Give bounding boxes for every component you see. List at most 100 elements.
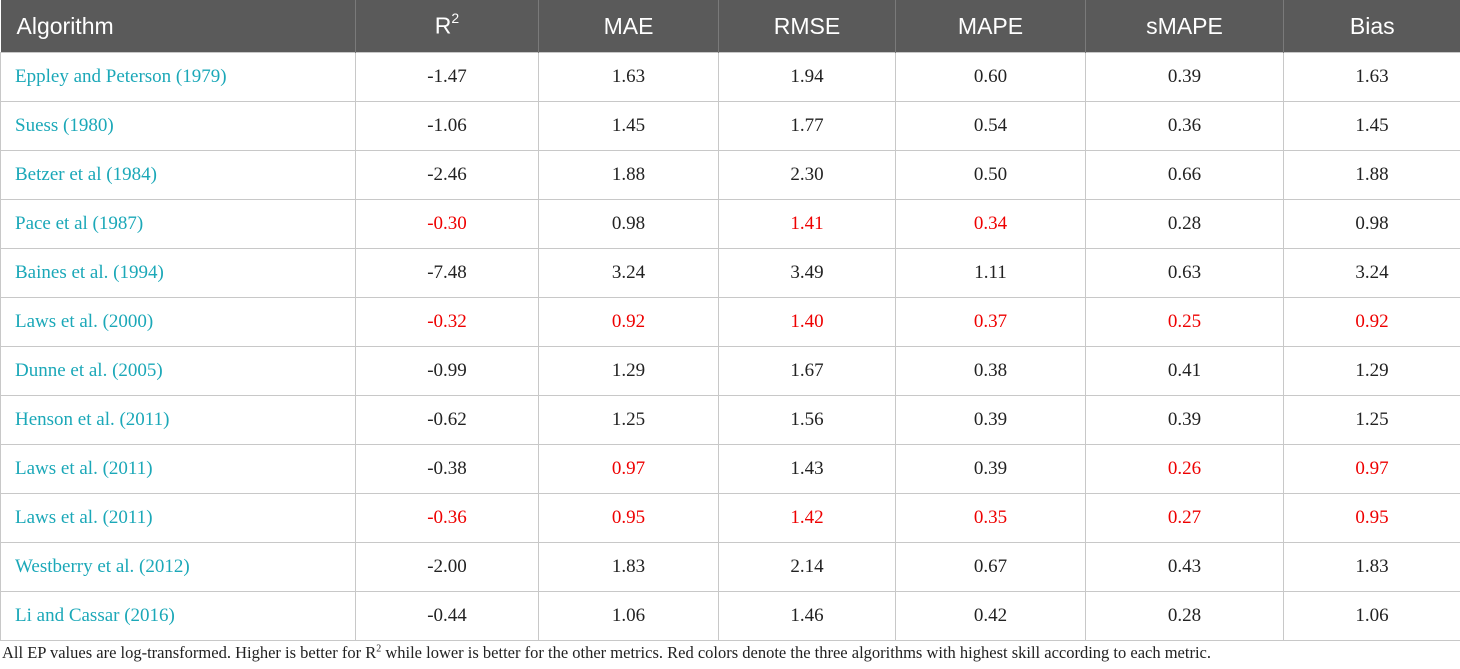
table-row: Betzer et al (1984) -2.46 1.88 2.30 0.50 0.66… — [0, 150, 1460, 200]
mape-cell: 0.39 — [895, 395, 1086, 445]
bias-cell: 1.25 — [1283, 395, 1460, 445]
algorithm-link[interactable]: Laws et al. (2011) — [0, 493, 356, 543]
mae-cell: 1.63 — [538, 52, 719, 102]
r2-cell: -1.06 — [355, 101, 539, 151]
r2-cell: -0.38 — [355, 444, 539, 494]
mape-cell: 0.35 — [895, 493, 1086, 543]
rmse-cell: 1.41 — [718, 199, 896, 249]
bias-cell: 0.97 — [1283, 444, 1460, 494]
bias-cell: 1.29 — [1283, 346, 1460, 396]
r2-cell: -1.47 — [355, 52, 539, 102]
table-caption: All EP values are log-transformed. Highe… — [2, 643, 1458, 663]
algorithm-link[interactable]: Baines et al. (1994) — [0, 248, 356, 298]
smape-cell: 0.25 — [1085, 297, 1284, 347]
mae-cell: 1.29 — [538, 346, 719, 396]
mape-cell: 0.42 — [895, 591, 1086, 641]
mae-cell: 0.95 — [538, 493, 719, 543]
bias-cell: 1.06 — [1283, 591, 1460, 641]
mae-cell: 0.98 — [538, 199, 719, 249]
algorithm-link[interactable]: Laws et al. (2000) — [0, 297, 356, 347]
algorithm-link[interactable]: Suess (1980) — [0, 101, 356, 151]
rmse-cell: 1.46 — [718, 591, 896, 641]
algorithm-link[interactable]: Li and Cassar (2016) — [0, 591, 356, 641]
table-row: Eppley and Peterson (1979) -1.47 1.63 1.94 0… — [0, 52, 1460, 102]
algorithm-link[interactable]: Laws et al. (2011) — [0, 444, 356, 494]
mape-cell: 0.60 — [895, 52, 1086, 102]
header-bias: Bias — [1283, 0, 1460, 53]
mae-cell: 1.83 — [538, 542, 719, 592]
table-row: Henson et al. (2011) -0.62 1.25 1.56 0.39 0.3… — [0, 395, 1460, 445]
caption-superscript: 2 — [376, 643, 382, 655]
mae-cell: 1.25 — [538, 395, 719, 445]
mae-cell: 0.97 — [538, 444, 719, 494]
table-body: Eppley and Peterson (1979) -1.47 1.63 1.94 0… — [0, 52, 1460, 641]
mae-cell: 1.45 — [538, 101, 719, 151]
mape-cell: 1.11 — [895, 248, 1086, 298]
bias-cell: 1.83 — [1283, 542, 1460, 592]
rmse-cell: 2.30 — [718, 150, 896, 200]
r2-cell: -0.30 — [355, 199, 539, 249]
mape-cell: 0.54 — [895, 101, 1086, 151]
table-row: Li and Cassar (2016) -0.44 1.06 1.46 0.42 0.2… — [0, 591, 1460, 641]
header-r2: R2 — [355, 0, 539, 53]
mape-cell: 0.39 — [895, 444, 1086, 494]
header-rmse: RMSE — [718, 0, 896, 53]
r2-cell: -2.00 — [355, 542, 539, 592]
bias-cell: 3.24 — [1283, 248, 1460, 298]
table-row: Suess (1980) -1.06 1.45 1.77 0.54 0.36 1.45 — [0, 101, 1460, 151]
table-row: Dunne et al. (2005) -0.99 1.29 1.67 0.38 0.41… — [0, 346, 1460, 396]
table-row: Pace et al (1987) -0.30 0.98 1.41 0.34 0.28 0.… — [0, 199, 1460, 249]
table-row: Westberry et al. (2012) -2.00 1.83 2.14 0.67… — [0, 542, 1460, 592]
smape-cell: 0.28 — [1085, 591, 1284, 641]
smape-cell: 0.41 — [1085, 346, 1284, 396]
algorithm-link[interactable]: Betzer et al (1984) — [0, 150, 356, 200]
header-smape: sMAPE — [1085, 0, 1284, 53]
header-mape: MAPE — [895, 0, 1086, 53]
header-r2-superscript: 2 — [451, 10, 460, 27]
table-row: Laws et al. (2000) -0.32 0.92 1.40 0.37 0.25 0… — [0, 297, 1460, 347]
table-row: Laws et al. (2011) -0.38 0.97 1.43 0.39 0.26 0… — [0, 444, 1460, 494]
mae-cell: 0.92 — [538, 297, 719, 347]
mape-cell: 0.67 — [895, 542, 1086, 592]
rmse-cell: 3.49 — [718, 248, 896, 298]
smape-cell: 0.26 — [1085, 444, 1284, 494]
r2-cell: -0.36 — [355, 493, 539, 543]
smape-cell: 0.28 — [1085, 199, 1284, 249]
algorithm-link[interactable]: Westberry et al. (2012) — [0, 542, 356, 592]
mape-cell: 0.50 — [895, 150, 1086, 200]
table-row: Baines et al. (1994) -7.48 3.24 3.49 1.11 0.6… — [0, 248, 1460, 298]
mape-cell: 0.38 — [895, 346, 1086, 396]
mape-cell: 0.34 — [895, 199, 1086, 249]
r2-cell: -0.62 — [355, 395, 539, 445]
r2-cell: -0.32 — [355, 297, 539, 347]
bias-cell: 0.98 — [1283, 199, 1460, 249]
bias-cell: 1.63 — [1283, 52, 1460, 102]
bias-cell: 0.92 — [1283, 297, 1460, 347]
metrics-table: Algorithm R2 MAE RMSE MAPE sMAPE Bias Ep… — [0, 0, 1460, 641]
smape-cell: 0.39 — [1085, 395, 1284, 445]
smape-cell: 0.27 — [1085, 493, 1284, 543]
smape-cell: 0.39 — [1085, 52, 1284, 102]
rmse-cell: 1.56 — [718, 395, 896, 445]
header-mae: MAE — [538, 0, 719, 53]
bias-cell: 1.45 — [1283, 101, 1460, 151]
bias-cell: 1.88 — [1283, 150, 1460, 200]
algorithm-link[interactable]: Henson et al. (2011) — [0, 395, 356, 445]
caption-text-end: while lower is better for the other metr… — [381, 643, 1211, 662]
algorithm-link[interactable]: Dunne et al. (2005) — [0, 346, 356, 396]
rmse-cell: 1.43 — [718, 444, 896, 494]
r2-cell: -0.44 — [355, 591, 539, 641]
mae-cell: 1.88 — [538, 150, 719, 200]
header-r2-base: R — [434, 12, 452, 39]
rmse-cell: 1.94 — [718, 52, 896, 102]
rmse-cell: 2.14 — [718, 542, 896, 592]
smape-cell: 0.43 — [1085, 542, 1284, 592]
r2-cell: -7.48 — [355, 248, 539, 298]
r2-cell: -0.99 — [355, 346, 539, 396]
algorithm-link[interactable]: Eppley and Peterson (1979) — [0, 52, 356, 102]
rmse-cell: 1.40 — [718, 297, 896, 347]
smape-cell: 0.66 — [1085, 150, 1284, 200]
caption-text-start: All EP values are log-transformed. Highe… — [2, 643, 377, 662]
r2-cell: -2.46 — [355, 150, 539, 200]
algorithm-link[interactable]: Pace et al (1987) — [0, 199, 356, 249]
